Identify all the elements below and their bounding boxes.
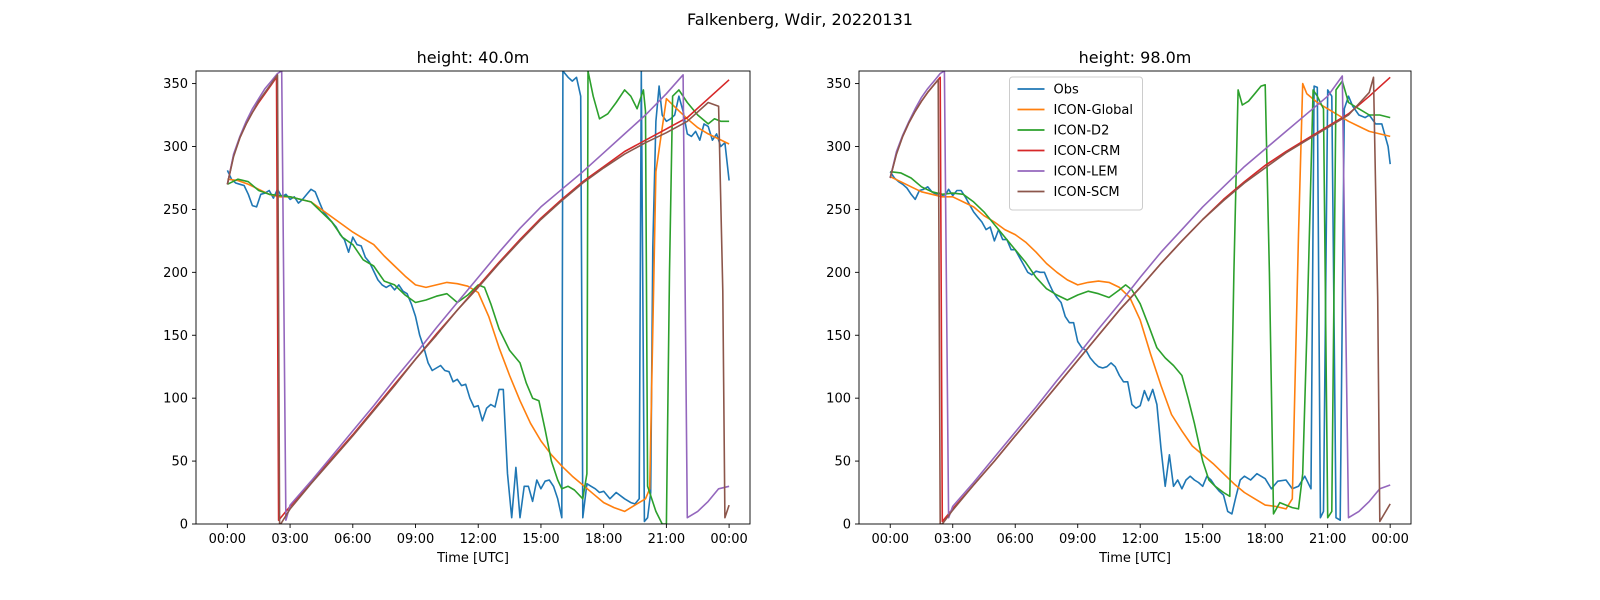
x-tick-label: 00:00 [872,532,909,547]
x-tick-label: 15:00 [522,532,559,547]
y-tick-label: 100 [826,392,851,407]
plot-frame [195,70,751,525]
legend-label-icon-d2: ICON-D2 [1054,124,1110,139]
y-tick-label: 250 [826,203,851,218]
x-tick-label: 18:00 [585,532,622,547]
series-line-icon-global [889,82,1391,510]
y-tick-label: 300 [163,140,188,155]
y-tick-label: 50 [834,455,851,470]
y-tick-label: 300 [826,140,851,155]
y-tick-label: 0 [843,518,851,533]
y-tick-label: 150 [826,329,851,344]
x-tick-label: 18:00 [1246,532,1283,547]
x-tick-label: 21:00 [648,532,685,547]
x-tick-label: 12:00 [1121,532,1158,547]
series-line-icon-global [227,97,730,513]
series-line-icon-d2 [890,80,1391,519]
x-tick-label: 21:00 [1309,532,1346,547]
y-tick-label: 200 [826,266,851,281]
legend-label-icon-crm: ICON-CRM [1054,144,1121,159]
series-line-obs [226,71,730,523]
y-tick-label: 50 [171,455,188,470]
y-tick-label: 200 [163,266,188,281]
x-tick-label: 00:00 [209,532,246,547]
x-tick-label: 00:00 [710,532,747,547]
legend-label-icon-global: ICON-Global [1054,103,1134,118]
series-line-icon-d2 [227,71,730,524]
x-axis-label: Time [UTC] [436,551,509,566]
x-tick-label: 09:00 [397,532,434,547]
panel-title: height: 98.0m [1079,48,1192,67]
x-tick-label: 15:00 [1184,532,1221,547]
x-tick-label: 06:00 [996,532,1033,547]
x-tick-label: 09:00 [1059,532,1096,547]
y-tick-label: 150 [163,329,188,344]
figure-title: Falkenberg, Wdir, 20220131 [687,10,913,29]
legend-label-icon-lem: ICON-LEM [1054,165,1118,180]
y-tick-label: 350 [163,77,188,92]
x-tick-label: 12:00 [459,532,496,547]
series-line-obs [889,85,1391,521]
x-tick-label: 00:00 [1371,532,1408,547]
series-line-icon-lem [226,71,730,521]
panel-height-98m: 00:00 03:00 06:00 09:00 12:00 15:00 18:00 21:00… [826,48,1412,566]
y-tick-label: 350 [826,77,851,92]
legend-label-obs: Obs [1054,83,1079,98]
plot-frame [858,70,1412,525]
x-tick-label: 06:00 [334,532,371,547]
x-tick-label: 03:00 [271,532,308,547]
x-tick-label: 03:00 [934,532,971,547]
panel-height-40m: 00:00 03:00 06:00 09:00 12:00 15:00 18:00 21:00… [163,48,751,566]
series-line-icon-lem [889,71,1391,519]
legend: Obs ICON-Global ICON-D2 ICON-CRM ICON-LEM ICO… [1009,76,1143,211]
x-axis-label: Time [UTC] [1098,551,1171,566]
legend-label-icon-scm: ICON-SCM [1054,185,1120,200]
panel-title: height: 40.0m [417,48,530,67]
y-tick-label: 250 [163,203,188,218]
series-line-icon-scm [226,74,730,524]
y-tick-label: 100 [163,392,188,407]
series-line-icon-scm [889,76,1391,524]
y-tick-label: 0 [180,518,188,533]
